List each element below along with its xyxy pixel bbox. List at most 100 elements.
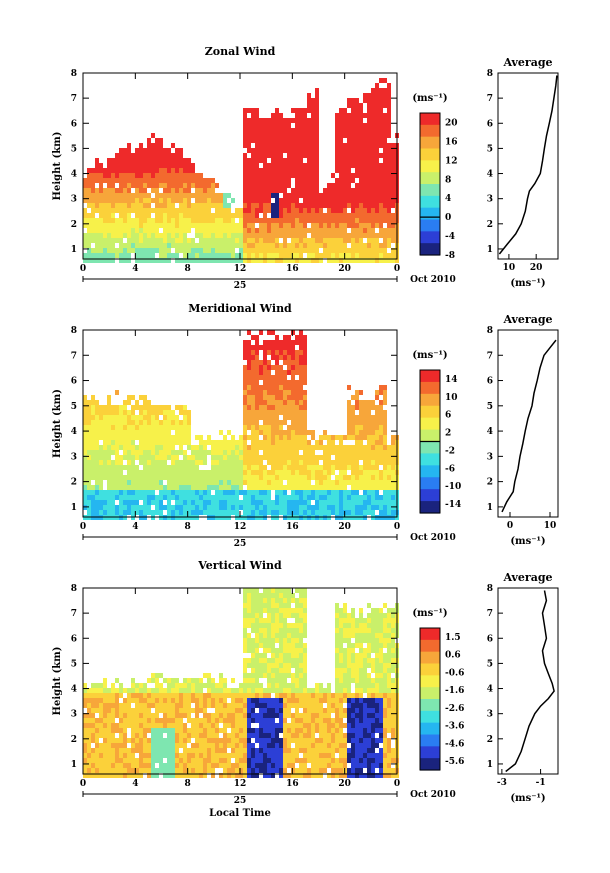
date-marker: 25 (234, 796, 247, 806)
y-tick-label: 1 (71, 760, 77, 770)
colorbar-swatch (420, 740, 440, 747)
x-tick-label: 4 (132, 522, 138, 532)
colorbar-swatch (420, 219, 440, 227)
colorbar-tick-label: 12 (445, 156, 458, 166)
x-tick-label: 20 (338, 779, 351, 789)
colorbar-swatch (420, 501, 440, 508)
colorbar-swatch (420, 710, 440, 718)
average-profile: Average 1 2 3 4 5 6 7 8 0 10 (ms⁻¹) (487, 313, 559, 547)
x-tick-label: 20 (338, 522, 351, 532)
colorbar-swatch (420, 189, 440, 197)
colorbar-tick-label: 0.6 (445, 651, 461, 661)
colorbar-swatch (420, 441, 440, 449)
colorbar-swatch (420, 758, 440, 765)
average-x-tick-label: -3 (497, 778, 507, 788)
colorbar-swatch (420, 453, 440, 460)
colorbar-swatch (420, 651, 440, 659)
colorbar-frame (419, 112, 441, 256)
colorbar-swatch (420, 160, 440, 167)
colorbar-swatch (420, 207, 440, 215)
y-tick-label: 6 (71, 119, 77, 129)
colorbar-tick-label: 2 (445, 429, 451, 439)
x-tick-label: 8 (185, 264, 191, 274)
average-y-tick-label: 3 (487, 195, 493, 205)
y-tick-label: 2 (71, 220, 77, 230)
date-suffix: Oct 2010 (410, 533, 456, 543)
colorbar-swatch (420, 195, 440, 203)
average-y-tick-label: 7 (487, 351, 493, 361)
colorbar-tick-label: 6 (445, 411, 451, 421)
colorbar-tick-label: -8 (445, 251, 455, 261)
colorbar-swatch (420, 136, 440, 144)
average-x-tick-label: 10 (503, 263, 516, 273)
y-tick-label: 2 (71, 478, 77, 488)
colorbar-swatch (420, 417, 440, 425)
chart-title: Vertical Wind (197, 559, 282, 572)
y-tick-label: 3 (71, 710, 77, 720)
colorbar-swatch (420, 628, 440, 635)
colorbar-swatch (420, 399, 440, 407)
y-axis-label: Height (km) (52, 389, 63, 458)
colorbar-swatch (420, 746, 440, 753)
colorbar-swatch (420, 142, 440, 150)
y-tick-label: 6 (71, 377, 77, 387)
colorbar-tick-label: -4.6 (445, 739, 464, 749)
y-tick-label: 8 (71, 584, 77, 594)
average-frame (497, 329, 559, 518)
colorbar-swatch (420, 118, 440, 126)
average-x-label: (ms⁻¹) (510, 536, 545, 547)
average-x-label: (ms⁻¹) (510, 793, 545, 804)
heatmap-cells (83, 588, 399, 778)
colorbar-swatch (420, 225, 440, 232)
colorbar-tick-label: 0 (445, 213, 451, 223)
x-tick-label: 4 (132, 264, 138, 274)
x-tick-label: 0 (80, 522, 86, 532)
colorbar-swatch (420, 387, 440, 395)
average-y-tick-label: 2 (487, 220, 493, 230)
colorbar-swatch (420, 734, 440, 742)
date-suffix: Oct 2010 (410, 790, 456, 800)
y-tick-label: 6 (71, 634, 77, 644)
average-y-tick-label: 6 (487, 119, 493, 129)
colorbar-tick-label: 4 (445, 194, 451, 204)
colorbar-swatch (420, 639, 440, 647)
y-tick-label: 3 (71, 452, 77, 462)
heatmap-cells (83, 330, 399, 520)
y-tick-label: 3 (71, 195, 77, 205)
x-tick-label: 16 (286, 779, 299, 789)
colorbar-tick-label: -4 (445, 232, 455, 242)
colorbar-unit: (ms⁻¹) (412, 93, 447, 104)
colorbar-swatch (420, 728, 440, 736)
average-y-tick-label: 8 (487, 69, 493, 79)
y-tick-label: 1 (71, 245, 77, 255)
colorbar-swatch (420, 231, 440, 238)
y-tick-label: 5 (71, 402, 77, 412)
x-tick-label: 8 (185, 779, 191, 789)
average-x-tick-label: 20 (530, 263, 543, 273)
date-marker: 25 (234, 539, 247, 549)
average-x-tick-label: 0 (507, 521, 513, 531)
y-tick-label: 5 (71, 659, 77, 669)
date-marker: 25 (234, 281, 247, 291)
colorbar-swatch (420, 166, 440, 173)
x-tick-label: 12 (234, 779, 247, 789)
y-tick-label: 4 (71, 427, 77, 437)
colorbar-swatch (420, 411, 440, 419)
colorbar-swatch (420, 657, 440, 665)
average-line (505, 590, 555, 773)
y-tick-label: 7 (71, 351, 77, 361)
colorbar-swatch (420, 764, 440, 771)
colorbar-swatch (420, 405, 440, 413)
average-title: Average (502, 313, 552, 326)
colorbar-tick-label: 10 (445, 393, 458, 403)
colorbar-swatch (420, 172, 440, 179)
colorbar-swatch (420, 130, 440, 138)
colorbar-tick-label: -0.6 (445, 668, 464, 678)
x-tick-label: 0 (394, 264, 400, 274)
colorbar-swatch (420, 447, 440, 455)
y-axis-label: Height (km) (52, 647, 63, 716)
colorbar-swatch (420, 375, 440, 383)
